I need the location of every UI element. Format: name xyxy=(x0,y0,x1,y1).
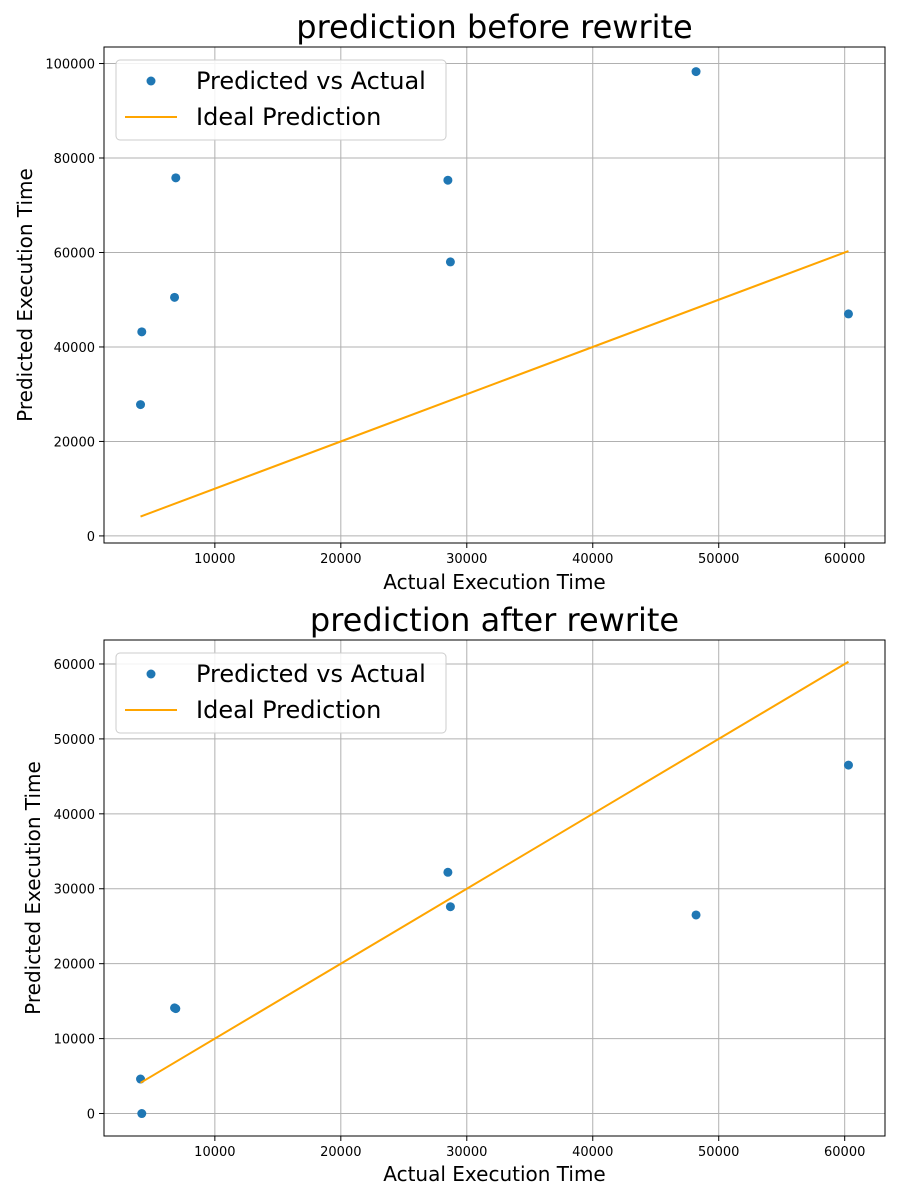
y-tick-label: 50000 xyxy=(54,733,95,748)
data-point xyxy=(445,257,455,267)
y-tick-label: 80000 xyxy=(54,152,95,167)
legend-label: Ideal Prediction xyxy=(196,103,381,131)
data-point xyxy=(445,902,455,912)
x-axis-label: Actual Execution Time xyxy=(383,1162,605,1186)
y-tick-label: 60000 xyxy=(54,246,95,261)
legend-label: Ideal Prediction xyxy=(196,696,381,724)
legend-point-marker xyxy=(146,76,156,86)
chart-1: prediction before rewrite 10000 20000 30000… xyxy=(13,8,886,594)
x-tick-label: 10000 xyxy=(194,552,235,567)
data-point xyxy=(691,67,701,77)
data-point xyxy=(170,292,180,302)
data-point xyxy=(137,1109,147,1119)
y-tick-label: 100000 xyxy=(45,58,95,73)
legend-point-marker xyxy=(146,669,156,679)
plot-frame xyxy=(103,639,886,1137)
x-tick-label: 20000 xyxy=(320,552,361,567)
legend-label: Predicted vs Actual xyxy=(196,660,426,688)
y-tick-label: 40000 xyxy=(54,341,95,356)
data-point xyxy=(171,1004,181,1014)
y-tick-label: 20000 xyxy=(54,435,95,450)
y-tick-label: 0 xyxy=(87,530,95,545)
ideal-prediction-line xyxy=(140,660,849,1084)
x-tick-label: 40000 xyxy=(572,552,613,567)
legend-box xyxy=(115,59,447,141)
x-tick-label: 50000 xyxy=(698,1145,739,1160)
data-point xyxy=(443,867,453,877)
chart-title: prediction after rewrite xyxy=(310,601,679,639)
x-tick-label: 30000 xyxy=(446,552,487,567)
legend: Predicted vs Actual Ideal Prediction xyxy=(115,59,447,141)
y-axis-label: Predicted Execution Time xyxy=(21,761,45,1015)
y-axis-label: Predicted Execution Time xyxy=(13,168,37,422)
data-point xyxy=(136,400,146,410)
data-point xyxy=(137,327,147,337)
plot-frame xyxy=(103,46,886,544)
x-tick-label: 20000 xyxy=(320,1145,361,1160)
x-tick-label: 60000 xyxy=(824,552,865,567)
legend-box xyxy=(115,652,447,734)
data-point xyxy=(443,175,453,185)
ideal-prediction-line xyxy=(140,250,849,518)
data-point xyxy=(171,173,181,183)
y-tick-label: 40000 xyxy=(54,808,95,823)
x-tick-label: 30000 xyxy=(446,1145,487,1160)
x-tick-label: 60000 xyxy=(824,1145,865,1160)
x-tick-label: 50000 xyxy=(698,552,739,567)
y-tick-label: 60000 xyxy=(54,658,95,673)
data-point xyxy=(843,309,853,319)
y-tick-label: 30000 xyxy=(54,883,95,898)
legend-label: Predicted vs Actual xyxy=(196,67,426,95)
y-tick-label: 20000 xyxy=(54,958,95,973)
data-point xyxy=(691,910,701,920)
legend: Predicted vs Actual Ideal Prediction xyxy=(115,652,447,734)
x-axis-label: Actual Execution Time xyxy=(383,570,605,594)
data-point xyxy=(843,760,853,770)
chart-title: prediction before rewrite xyxy=(296,8,692,46)
x-tick-label: 10000 xyxy=(194,1145,235,1160)
y-tick-label: 0 xyxy=(87,1108,95,1123)
y-tick-label: 10000 xyxy=(54,1033,95,1048)
x-tick-label: 40000 xyxy=(572,1145,613,1160)
chart-2: prediction after rewrite 10000 20000 30000 4… xyxy=(21,601,886,1186)
